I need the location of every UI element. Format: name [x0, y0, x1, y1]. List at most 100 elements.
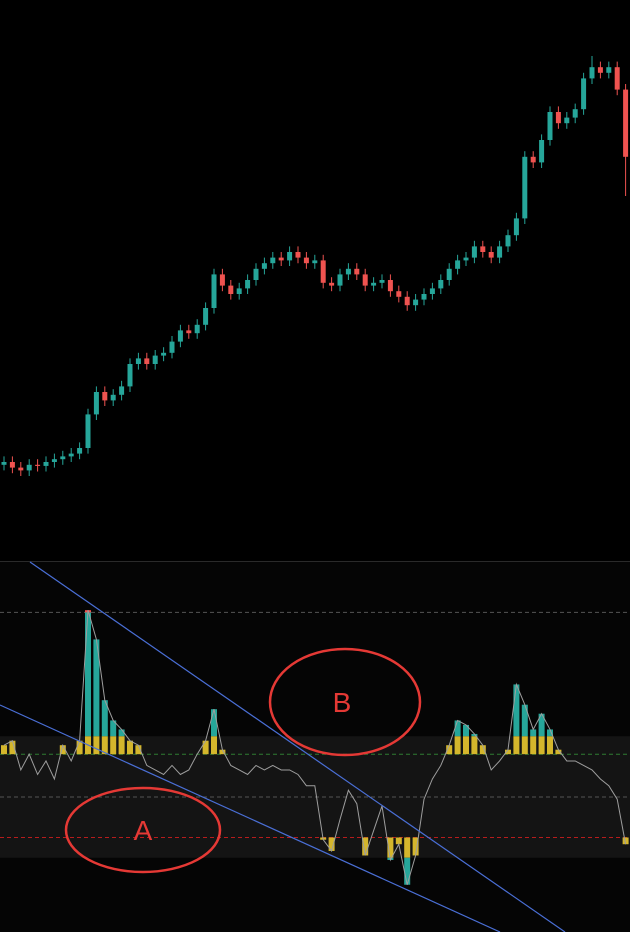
- candle-body: [43, 462, 49, 466]
- candle-body: [119, 386, 125, 395]
- candle-body: [245, 280, 251, 289]
- candle-body: [387, 280, 393, 292]
- histogram-bar: [135, 745, 142, 755]
- histogram-bar: [127, 740, 133, 755]
- trend-line: [0, 704, 501, 932]
- candle-body: [614, 67, 620, 90]
- histogram-bar: [219, 749, 226, 755]
- histogram-bar: [463, 724, 469, 737]
- candle-body: [127, 364, 133, 387]
- histogram-bar: [547, 736, 553, 755]
- candle-body: [287, 252, 293, 261]
- candle-body: [236, 288, 242, 294]
- candle-body: [555, 112, 561, 124]
- histogram-bar: [110, 736, 117, 755]
- candle-body: [362, 274, 368, 286]
- candle-body: [194, 324, 200, 334]
- candle-body: [186, 330, 192, 334]
- histogram-bar: [471, 736, 478, 755]
- histogram-bar: [521, 736, 528, 755]
- histogram-bar: [76, 740, 83, 755]
- candle-body: [320, 260, 326, 283]
- candle-body: [530, 156, 536, 163]
- histogram-bar: [362, 837, 369, 856]
- histogram-bar: [93, 736, 100, 755]
- candle-body: [497, 246, 503, 258]
- candle-body: [345, 268, 351, 275]
- histogram-bar: [118, 729, 125, 737]
- candle-body: [68, 453, 74, 457]
- histogram-bar: [101, 700, 108, 737]
- candle-body: [177, 330, 183, 342]
- candle-body: [35, 464, 41, 466]
- candle-body: [396, 291, 402, 297]
- candle-body: [169, 341, 175, 353]
- histogram-bar: [9, 740, 16, 755]
- candle-body: [135, 358, 141, 364]
- histogram-bar: [513, 684, 520, 737]
- candle-body: [438, 280, 444, 289]
- candle-body: [513, 218, 519, 236]
- candle-body: [623, 89, 629, 157]
- candle-body: [144, 358, 150, 364]
- histogram-bar: [538, 736, 545, 755]
- histogram-bar: [1, 745, 7, 755]
- histogram-bar: [479, 745, 486, 755]
- candle-body: [488, 252, 494, 258]
- candle-body: [18, 467, 24, 471]
- candle-body: [1, 462, 7, 465]
- histogram-bar: [387, 837, 394, 858]
- candle-body: [505, 235, 511, 247]
- candle-body: [228, 285, 234, 294]
- histogram-bar: [211, 709, 217, 737]
- annotation-label: B: [333, 687, 352, 718]
- candle-body: [471, 246, 477, 258]
- candle-body: [404, 296, 410, 306]
- candle-body: [51, 459, 57, 462]
- trend-line: [29, 561, 566, 932]
- histogram-bar: [555, 749, 562, 755]
- candle-body: [77, 448, 83, 454]
- annotation-ellipse: [268, 647, 422, 757]
- histogram-bar: [521, 704, 528, 737]
- candle-body: [329, 282, 335, 286]
- candle-body: [9, 462, 15, 468]
- histogram-bar: [530, 729, 537, 737]
- candle-body: [337, 274, 343, 286]
- candle-body: [589, 67, 595, 79]
- histogram-bar: [202, 740, 209, 755]
- candle-body: [581, 78, 587, 110]
- candle-body: [253, 268, 259, 280]
- candle-body: [85, 414, 91, 448]
- candle-body: [539, 140, 545, 163]
- histogram-bar: [85, 612, 91, 737]
- candle-body: [152, 355, 158, 364]
- histogram-bar: [463, 736, 469, 755]
- candle-body: [429, 288, 435, 294]
- candle-body: [203, 308, 209, 325]
- histogram-bar: [118, 736, 125, 755]
- histogram-bar: [110, 720, 117, 737]
- candle-body: [161, 352, 167, 356]
- candle-body: [522, 156, 528, 219]
- histogram-bar: [547, 729, 553, 737]
- candle-body: [303, 257, 309, 264]
- candle-body: [295, 252, 301, 258]
- histogram-bar: [395, 837, 402, 845]
- oscillator-line: [3, 610, 627, 885]
- histogram-bar: [471, 733, 478, 737]
- candle-body: [413, 299, 419, 306]
- candle-body: [463, 257, 469, 261]
- candle-body: [312, 260, 318, 264]
- histogram-bar: [454, 720, 461, 737]
- candle-body: [379, 280, 385, 283]
- histogram-bar: [404, 857, 411, 885]
- candle-body: [547, 112, 553, 140]
- candle-body: [278, 257, 284, 261]
- histogram-bar: [505, 749, 511, 755]
- candle-body: [446, 268, 452, 280]
- histogram-bar: [412, 837, 419, 856]
- annotation-ellipse: [64, 786, 222, 874]
- histogram-bar: [622, 837, 629, 845]
